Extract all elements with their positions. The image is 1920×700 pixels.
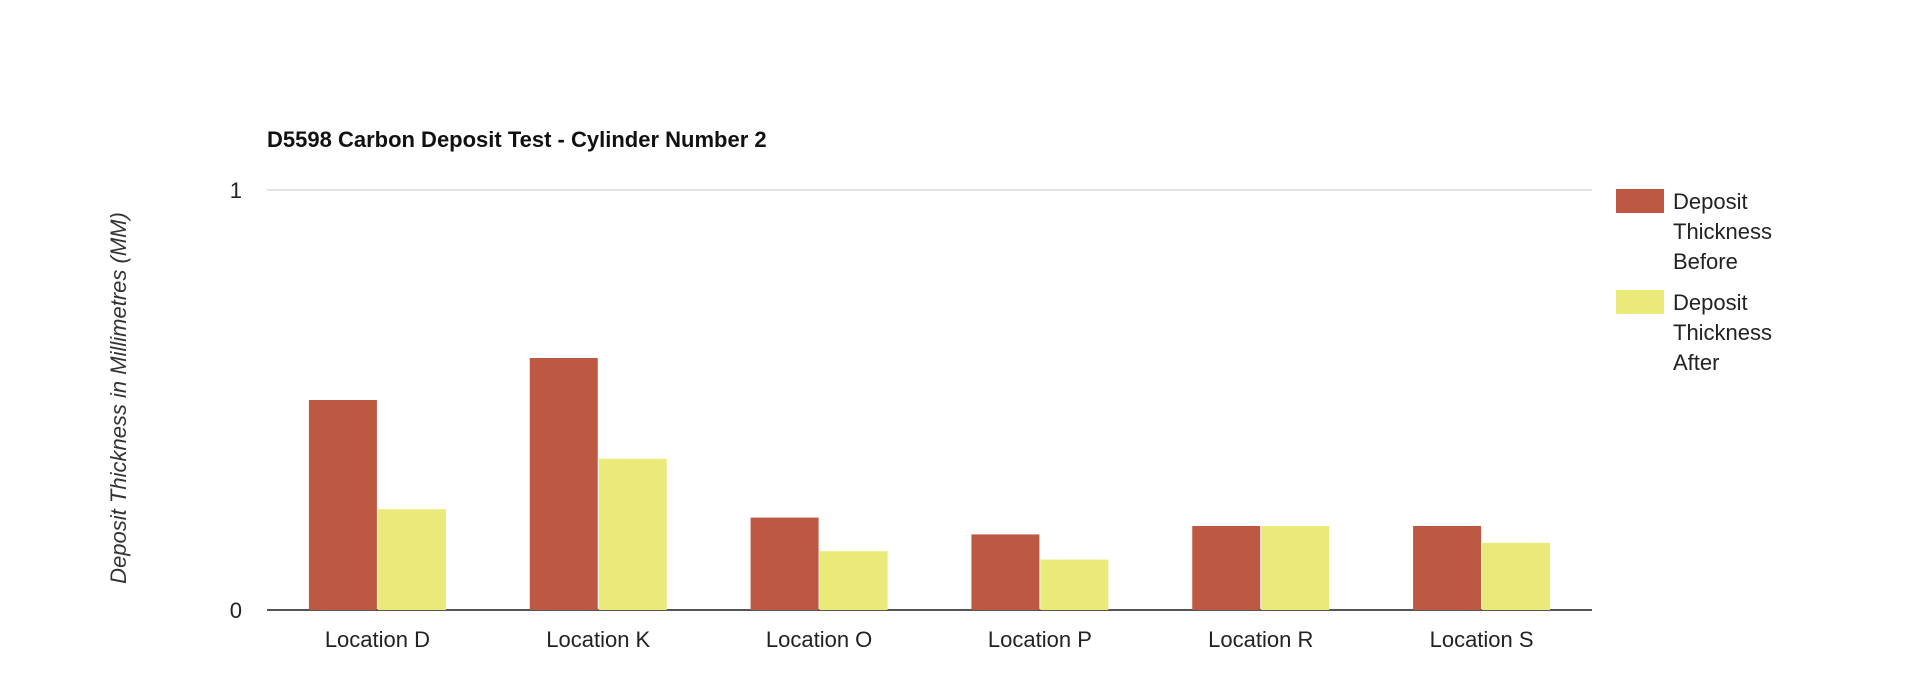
legend-label-line: Deposit — [1673, 290, 1748, 315]
x-tick-label: Location O — [766, 627, 872, 652]
legend-label: Deposit Thickness After — [1673, 290, 1772, 375]
bar-location-s-before — [1413, 526, 1482, 610]
bar-location-d-before — [308, 400, 377, 610]
y-tick-labels: 01 — [230, 178, 242, 623]
x-tick-label: Location S — [1430, 627, 1534, 652]
bar-location-o-after — [819, 551, 888, 610]
bars — [308, 358, 1551, 610]
bar-location-p-after — [1040, 559, 1109, 610]
legend-label-line: After — [1673, 350, 1719, 375]
y-tick-label: 1 — [230, 178, 242, 203]
legend-swatch — [1616, 290, 1664, 314]
x-tick-label: Location D — [325, 627, 430, 652]
legend-label-line: Deposit — [1673, 189, 1748, 214]
bar-location-s-after — [1482, 542, 1551, 610]
bar-location-r-after — [1261, 526, 1330, 610]
bar-location-o-before — [750, 517, 819, 610]
x-tick-label: Location P — [988, 627, 1092, 652]
legend-label-line: Before — [1673, 249, 1738, 274]
legend-swatch — [1616, 189, 1664, 213]
bar-location-d-after — [377, 509, 446, 610]
bar-location-k-after — [598, 458, 667, 610]
legend-label: Deposit Thickness Before — [1673, 189, 1772, 274]
gridlines — [267, 189, 1592, 611]
chart-title: D5598 Carbon Deposit Test - Cylinder Num… — [267, 127, 767, 152]
x-tick-label: Location R — [1208, 627, 1313, 652]
y-tick-label: 0 — [230, 598, 242, 623]
x-tick-label: Location K — [546, 627, 650, 652]
bar-location-r-before — [1192, 526, 1261, 610]
legend-label-line: Thickness — [1673, 320, 1772, 345]
legend: Deposit Thickness Before Deposit Thickness Af… — [1616, 189, 1772, 375]
bar-location-p-before — [971, 534, 1040, 610]
legend-label-line: Thickness — [1673, 219, 1772, 244]
y-axis-label: Deposit Thickness in Millimetres (MM) — [106, 212, 131, 584]
bar-location-k-before — [529, 358, 598, 610]
x-tick-labels: Location D Location K Location O Location P… — [325, 627, 1534, 652]
